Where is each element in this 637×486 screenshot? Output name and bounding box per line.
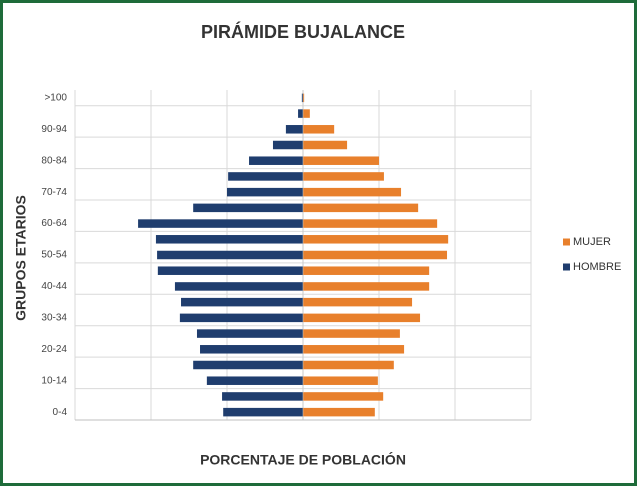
bar (157, 250, 303, 260)
bar (303, 109, 310, 118)
y-tick-label: 10-14 (41, 375, 67, 386)
bar (193, 203, 303, 213)
bar (303, 329, 400, 338)
bar (303, 360, 394, 370)
y-tick-label: 70-74 (41, 187, 67, 198)
bar (222, 392, 303, 401)
bar (303, 187, 402, 197)
bar (298, 109, 303, 118)
bar (223, 407, 303, 417)
y-tick-label: 90-94 (41, 124, 67, 135)
bar (200, 345, 303, 354)
legend-swatch (563, 263, 570, 271)
bar (303, 392, 384, 401)
bar (303, 235, 449, 244)
x-axis-label: PORCENTAJE DE POBLACIÓN (200, 451, 406, 468)
bar (303, 345, 405, 354)
bar (303, 407, 375, 417)
bar (272, 140, 303, 150)
y-tick-label: 30-34 (41, 312, 67, 323)
bar (303, 140, 348, 150)
bar (303, 266, 430, 275)
y-axis-label: GRUPOS ETARIOS (13, 195, 29, 321)
bar (196, 329, 303, 338)
legend-label: MUJER (573, 236, 611, 248)
bar (303, 93, 305, 103)
bar (303, 297, 413, 307)
bar (228, 172, 303, 181)
bar (155, 235, 303, 244)
y-tick-label: >100 (44, 92, 67, 103)
y-tick-label: 50-54 (41, 250, 67, 261)
y-tick-label: 0-4 (53, 407, 68, 418)
bar (303, 250, 448, 260)
bar (301, 93, 303, 103)
bar (193, 360, 303, 370)
bar (303, 203, 419, 213)
bar (181, 297, 303, 307)
bar (303, 282, 430, 291)
bar (303, 219, 438, 228)
bar (206, 376, 303, 385)
bar (303, 172, 384, 181)
bar (285, 125, 303, 134)
y-tick-label: 20-24 (41, 344, 67, 355)
bar (138, 219, 303, 228)
bar (303, 125, 335, 134)
bar (174, 282, 303, 291)
bar (303, 313, 421, 323)
bar (179, 313, 303, 323)
bar (157, 266, 303, 275)
bar (303, 376, 378, 385)
bar (249, 156, 303, 165)
y-tick-label: 80-84 (41, 155, 67, 166)
y-tick-label: 60-64 (41, 218, 67, 229)
chart-title: PIRÁMIDE BUJALANCE (201, 21, 405, 42)
y-tick-label: 40-44 (41, 281, 67, 292)
bar (303, 156, 379, 165)
bar (227, 187, 303, 197)
legend-swatch (563, 238, 570, 246)
legend-label: HOMBRE (573, 261, 621, 273)
